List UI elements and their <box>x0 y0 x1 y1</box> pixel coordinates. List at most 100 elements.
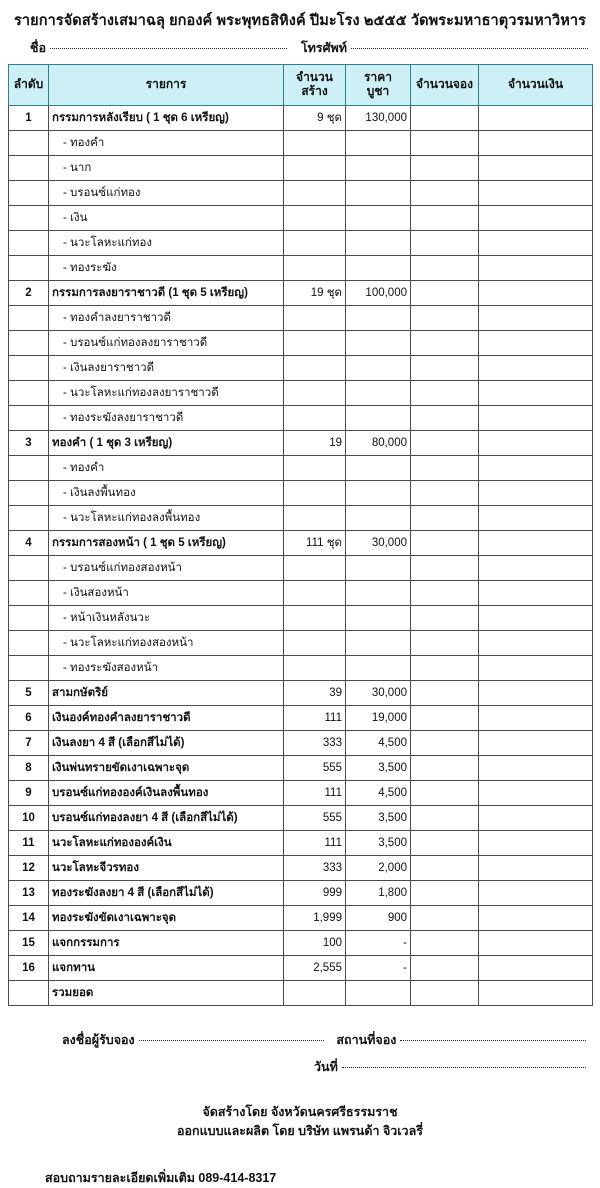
cell-quantity-booked[interactable] <box>410 604 479 631</box>
cell-amount[interactable] <box>478 254 593 281</box>
cell-price <box>345 304 411 331</box>
cell-quantity-booked[interactable] <box>410 204 479 231</box>
cell-amount[interactable] <box>478 454 593 481</box>
cell-quantity-booked[interactable] <box>410 379 479 406</box>
cell-amount[interactable] <box>478 579 593 606</box>
column-header-made-line1: จำนวน <box>296 70 333 85</box>
cell-quantity-booked[interactable] <box>410 829 479 856</box>
cell-quantity-booked[interactable] <box>410 654 479 681</box>
cell-no: 16 <box>8 954 49 981</box>
cell-quantity-booked[interactable] <box>410 629 479 656</box>
cell-amount[interactable] <box>478 904 593 931</box>
table-row: 9 บรอนซ์แก่ทององค์เงินลงพื้นทอง 111 4,500 <box>8 779 593 806</box>
cell-quantity-booked[interactable] <box>410 679 479 706</box>
cell-quantity-made <box>283 454 346 481</box>
cell-quantity-booked[interactable] <box>410 279 479 306</box>
cell-quantity-booked[interactable] <box>410 329 479 356</box>
cell-amount[interactable] <box>478 679 593 706</box>
cell-quantity-booked[interactable] <box>410 404 479 431</box>
cell-amount[interactable] <box>478 204 593 231</box>
cell-total-amount[interactable] <box>478 979 593 1006</box>
cell-no <box>8 629 49 656</box>
cell-quantity-booked[interactable] <box>410 779 479 806</box>
cell-amount[interactable] <box>478 704 593 731</box>
cell-quantity-booked[interactable] <box>410 504 479 531</box>
cell-amount[interactable] <box>478 829 593 856</box>
cell-quantity-booked[interactable] <box>410 479 479 506</box>
cell-amount[interactable] <box>478 954 593 981</box>
cell-quantity-booked[interactable] <box>410 879 479 906</box>
column-header-amount: จำนวนเงิน <box>478 63 593 106</box>
cell-amount[interactable] <box>478 929 593 956</box>
cell-amount[interactable] <box>478 854 593 881</box>
cell-amount[interactable] <box>478 429 593 456</box>
cell-quantity-booked[interactable] <box>410 579 479 606</box>
cell-amount[interactable] <box>478 754 593 781</box>
phone-input-line[interactable] <box>351 47 588 49</box>
cell-quantity-booked[interactable] <box>410 454 479 481</box>
cell-quantity-booked[interactable] <box>410 854 479 881</box>
cell-amount[interactable] <box>478 379 593 406</box>
cell-quantity-booked[interactable] <box>410 804 479 831</box>
table-row: - นวะโลหะแก่ทองลงพื้นทอง <box>8 504 593 531</box>
cell-quantity-booked[interactable] <box>410 129 479 156</box>
name-input-line[interactable] <box>50 47 287 49</box>
cell-amount[interactable] <box>478 729 593 756</box>
order-table: ลำดับ รายการ จำนวน สร้าง ราคา บูชา จำนวน… <box>8 63 593 1006</box>
cell-amount[interactable] <box>478 504 593 531</box>
cell-amount[interactable] <box>478 604 593 631</box>
cell-price: 19,000 <box>345 704 411 731</box>
cell-quantity-booked[interactable] <box>410 304 479 331</box>
cell-quantity-booked[interactable] <box>410 354 479 381</box>
cell-quantity-booked[interactable] <box>410 904 479 931</box>
cell-amount[interactable] <box>478 229 593 256</box>
cell-quantity-booked[interactable] <box>410 954 479 981</box>
cell-price: 1,800 <box>345 879 411 906</box>
cell-quantity-booked[interactable] <box>410 754 479 781</box>
cell-amount[interactable] <box>478 804 593 831</box>
date-label: วันที่ <box>314 1059 338 1074</box>
cell-quantity-booked[interactable] <box>410 154 479 181</box>
cell-amount[interactable] <box>478 779 593 806</box>
date-input-line[interactable] <box>341 1066 586 1068</box>
cell-quantity-booked[interactable] <box>410 254 479 281</box>
cell-price <box>345 129 411 156</box>
cell-price: 130,000 <box>345 104 411 131</box>
cell-quantity-booked[interactable] <box>410 179 479 206</box>
cell-quantity-made <box>283 404 346 431</box>
cell-no <box>8 254 49 281</box>
cell-quantity-booked[interactable] <box>410 554 479 581</box>
cell-amount[interactable] <box>478 154 593 181</box>
cell-quantity-booked[interactable] <box>410 104 479 131</box>
cell-amount[interactable] <box>478 179 593 206</box>
cell-no <box>8 504 49 531</box>
cell-item-sub: - นวะโลหะแก่ทองสองหน้า <box>48 629 284 656</box>
cell-amount[interactable] <box>478 554 593 581</box>
cell-no <box>8 129 49 156</box>
cell-amount[interactable] <box>478 104 593 131</box>
signature-input-line[interactable] <box>138 1039 325 1041</box>
cell-amount[interactable] <box>478 279 593 306</box>
cell-amount[interactable] <box>478 354 593 381</box>
cell-quantity-booked[interactable] <box>410 229 479 256</box>
cell-amount[interactable] <box>478 529 593 556</box>
cell-quantity-booked[interactable] <box>410 529 479 556</box>
cell-no <box>8 454 49 481</box>
cell-quantity-booked[interactable] <box>410 929 479 956</box>
cell-amount[interactable] <box>478 304 593 331</box>
cell-amount[interactable] <box>478 329 593 356</box>
cell-amount[interactable] <box>478 129 593 156</box>
cell-quantity-booked[interactable] <box>410 429 479 456</box>
cell-amount[interactable] <box>478 404 593 431</box>
cell-quantity-booked[interactable] <box>410 729 479 756</box>
cell-amount[interactable] <box>478 879 593 906</box>
cell-price: 3,500 <box>345 804 411 831</box>
cell-no <box>8 179 49 206</box>
cell-total-booked[interactable] <box>410 979 479 1006</box>
cell-quantity-booked[interactable] <box>410 704 479 731</box>
cell-amount[interactable] <box>478 479 593 506</box>
cell-amount[interactable] <box>478 629 593 656</box>
cell-amount[interactable] <box>478 654 593 681</box>
cell-quantity-made: 19 ชุด <box>283 279 346 306</box>
place-input-line[interactable] <box>400 1039 587 1041</box>
